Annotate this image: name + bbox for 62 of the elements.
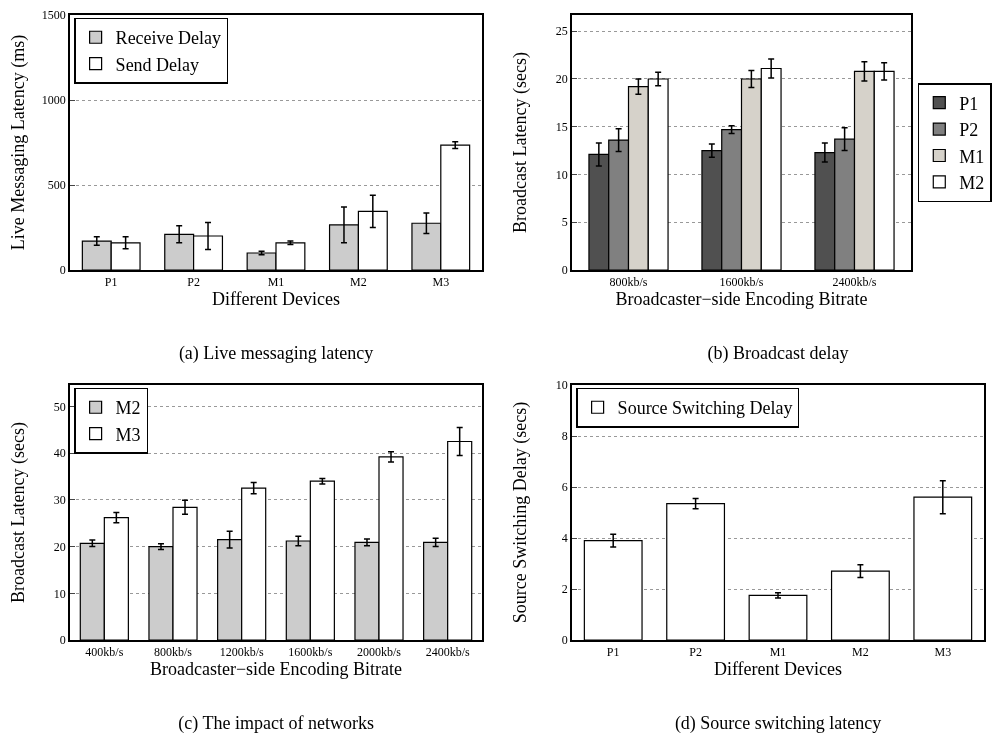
x-tick-label: 800kb/s bbox=[609, 275, 648, 290]
y-tick-label: 10 bbox=[53, 586, 66, 601]
y-tick-label: 8 bbox=[561, 429, 568, 444]
y-tick-label: 0 bbox=[59, 263, 66, 278]
legend-label: M3 bbox=[115, 424, 141, 445]
x-axis-title: Broadcaster−side Encoding Bitrate bbox=[149, 659, 403, 680]
y-tick-label: 20 bbox=[555, 72, 568, 87]
legend-label: Source Switching Delay bbox=[617, 398, 793, 419]
legend-label: M2 bbox=[115, 398, 141, 419]
legend-label: Receive Delay bbox=[115, 28, 222, 49]
y-tick-label: 1500 bbox=[41, 8, 66, 23]
legend-label: Send Delay bbox=[115, 54, 200, 75]
y-tick-label: 0 bbox=[561, 263, 568, 278]
x-tick-label: 2400kb/s bbox=[832, 275, 877, 290]
y-tick-label: 6 bbox=[561, 480, 568, 495]
x-tick-label: M1 bbox=[769, 645, 787, 660]
y-tick-label: 50 bbox=[53, 399, 66, 414]
y-axis-title: Live Messaging Latency (ms) bbox=[7, 34, 29, 251]
legend-label: M1 bbox=[959, 146, 985, 167]
y-axis-title: Broadcast Latency (secs) bbox=[509, 52, 531, 233]
y-tick-label: 0 bbox=[59, 633, 66, 648]
text: (c) The impact of networks bbox=[178, 712, 374, 734]
y-axis-title: Broadcast Latency (secs) bbox=[7, 422, 29, 603]
x-tick-label: M1 bbox=[267, 275, 285, 290]
y-tick-label: 2 bbox=[561, 582, 568, 597]
legend-label: P1 bbox=[959, 93, 979, 114]
x-tick-label: M3 bbox=[432, 275, 450, 290]
text: (d) Source switching latency bbox=[674, 712, 882, 734]
x-axis-title: Different Devices bbox=[713, 659, 843, 680]
y-tick-label: 20 bbox=[53, 539, 66, 554]
y-tick-label: 30 bbox=[53, 493, 66, 508]
x-tick-label: 1200kb/s bbox=[219, 645, 264, 660]
x-tick-label: M2 bbox=[350, 275, 367, 290]
x-tick-label: 400kb/s bbox=[85, 645, 124, 660]
y-tick-label: 25 bbox=[555, 24, 568, 39]
y-tick-label: 10 bbox=[555, 167, 568, 182]
x-tick-label: M3 bbox=[934, 645, 952, 660]
x-tick-label: 2400kb/s bbox=[425, 645, 470, 660]
x-tick-label: M2 bbox=[852, 645, 869, 660]
y-tick-label: 4 bbox=[561, 531, 568, 546]
x-tick-label: P1 bbox=[606, 645, 620, 660]
y-tick-label: 15 bbox=[555, 119, 568, 134]
x-tick-label: P2 bbox=[187, 275, 200, 290]
y-axis-title: Source Switching Delay (secs) bbox=[509, 401, 531, 624]
x-tick-label: P2 bbox=[689, 645, 702, 660]
text: (b) Broadcast delay bbox=[707, 342, 849, 364]
y-tick-label: 5 bbox=[561, 215, 568, 230]
y-tick-label: 500 bbox=[47, 178, 66, 193]
x-axis-title: Broadcaster−side Encoding Bitrate bbox=[615, 289, 868, 310]
legend-label: M2 bbox=[959, 172, 985, 193]
y-tick-label: 1000 bbox=[41, 93, 66, 108]
x-tick-label: 2000kb/s bbox=[356, 645, 402, 660]
y-tick-label: 10 bbox=[555, 378, 568, 393]
text: (a) Live messaging latency bbox=[178, 342, 374, 364]
y-tick-label: 0 bbox=[561, 633, 568, 648]
y-tick-label: 40 bbox=[53, 446, 66, 461]
x-tick-label: 1600kb/s bbox=[288, 645, 333, 660]
x-axis-title: Different Devices bbox=[211, 289, 341, 310]
x-tick-label: 1600kb/s bbox=[719, 275, 764, 290]
legend-label: P2 bbox=[959, 120, 979, 141]
x-tick-label: P1 bbox=[104, 275, 118, 290]
x-tick-label: 800kb/s bbox=[153, 645, 193, 660]
